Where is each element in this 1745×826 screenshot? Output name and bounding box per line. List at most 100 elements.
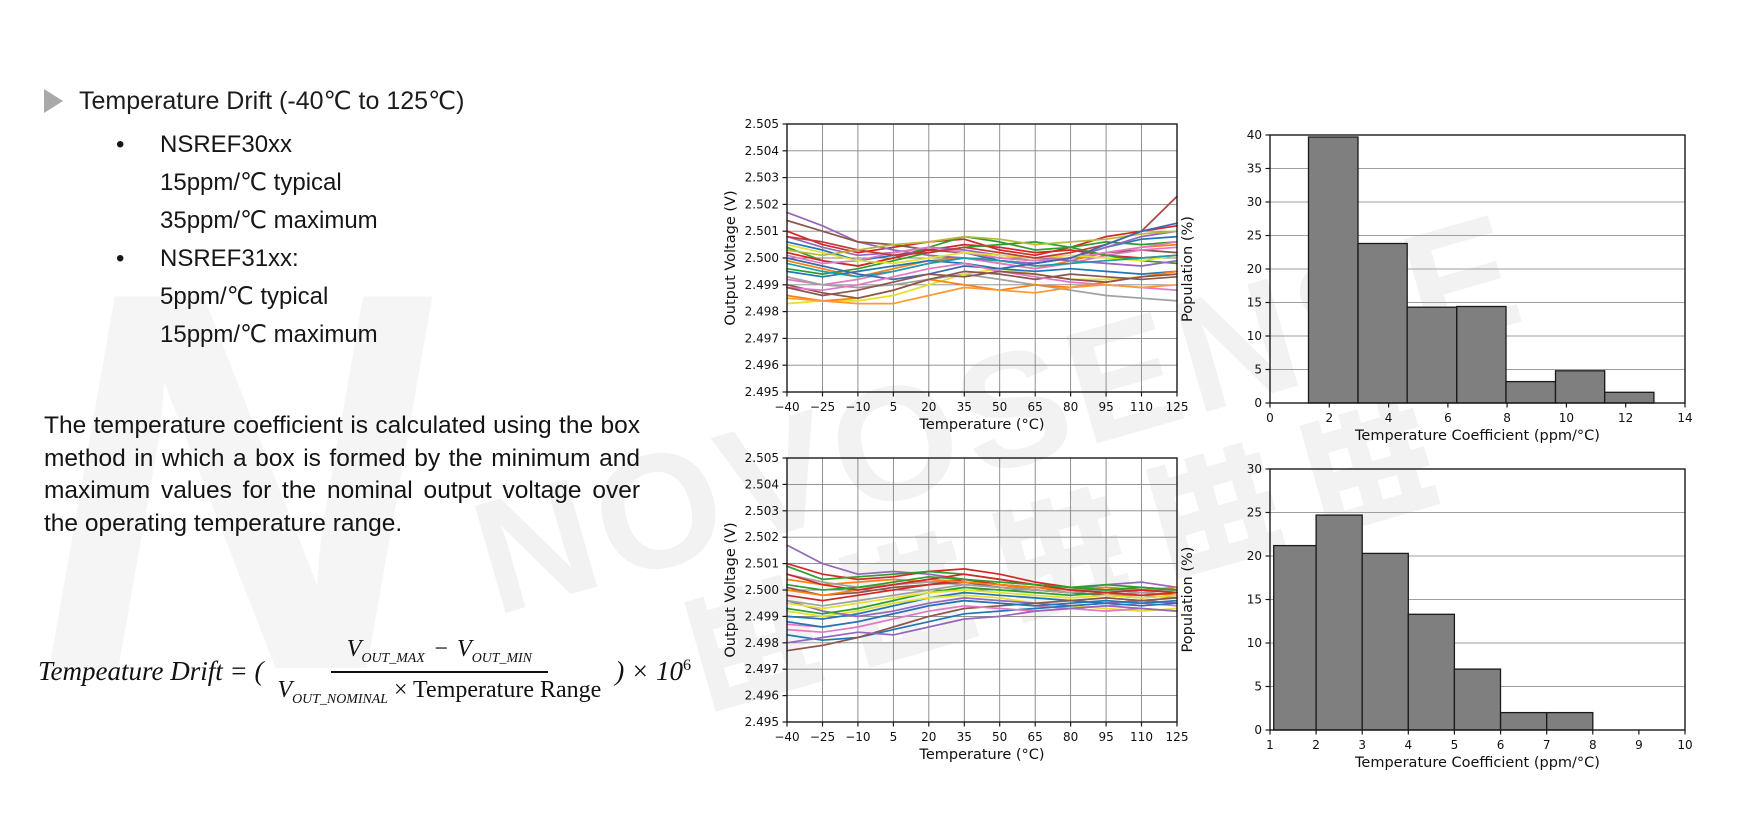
svg-text:110: 110 [1130,730,1153,744]
svg-text:80: 80 [1063,400,1078,414]
svg-text:25: 25 [1247,506,1262,520]
svg-text:2.498: 2.498 [745,636,779,650]
svg-text:2.502: 2.502 [745,197,779,211]
svg-text:5: 5 [890,400,898,414]
svg-text:Output Voltage (V): Output Voltage (V) [723,190,739,325]
svg-text:3: 3 [1358,738,1366,752]
svg-text:Temperature Coefficient (ppm/°: Temperature Coefficient (ppm/°C) [1354,428,1600,444]
svg-text:2.503: 2.503 [745,504,779,518]
svg-text:Temperature (°C): Temperature (°C) [918,417,1044,433]
svg-text:2.505: 2.505 [745,451,779,465]
svg-text:1: 1 [1266,738,1274,752]
svg-text:2.496: 2.496 [745,689,779,703]
svg-text:2.500: 2.500 [745,583,779,597]
svg-text:Population (%): Population (%) [1180,216,1196,322]
svg-text:Temperature (°C): Temperature (°C) [918,747,1044,763]
svg-text:30: 30 [1247,195,1262,209]
svg-text:0: 0 [1254,723,1262,737]
svg-text:−25: −25 [810,730,835,744]
svg-text:10: 10 [1247,329,1262,343]
bullet-list: • NSREF30xx 15ppm/℃ typical 35ppm/℃ maxi… [116,126,378,354]
svg-text:50: 50 [992,400,1007,414]
list-item: 35ppm/℃ maximum [116,202,378,240]
list-item: 5ppm/℃ typical [116,278,378,316]
svg-text:2.501: 2.501 [745,557,779,571]
svg-text:2.499: 2.499 [745,609,779,623]
svg-text:2.497: 2.497 [745,331,779,345]
svg-text:2.505: 2.505 [745,117,779,131]
box-method-paragraph: The temperature coefficient is calculate… [44,412,640,537]
svg-text:8: 8 [1503,411,1511,425]
svg-text:4: 4 [1404,738,1412,752]
svg-text:0: 0 [1254,396,1262,410]
tempco-histogram-nsref31xx: 1 2 3 4 5 6 7 8 9 10 0 5 10 15 20 25 30 Temperature Coeff… [1145,444,1735,779]
formula-denominator: VOUT_NOMINAL × Temperature Range [277,676,602,707]
formula-numerator: VOUT_MAX − VOUT_MIN [330,636,548,673]
svg-text:20: 20 [921,730,936,744]
list-item: • NSREF31xx: [116,240,378,278]
temperature-drift-formula: Tempeature Drift = ( VOUT_MAX − VOUT_MIN V… [38,636,691,708]
svg-text:2.504: 2.504 [745,144,779,158]
svg-text:−25: −25 [810,400,835,414]
bullet-line: 15ppm/℃ typical [160,169,342,196]
list-item: • NSREF30xx [116,126,378,164]
svg-text:15: 15 [1247,296,1262,310]
svg-text:20: 20 [1247,549,1262,563]
svg-text:20: 20 [1247,262,1262,276]
triangle-bullet-icon [44,89,63,113]
svg-text:2.503: 2.503 [745,171,779,185]
svg-text:2.497: 2.497 [745,662,779,676]
svg-text:25: 25 [1247,229,1262,243]
bullet-label: NSREF30xx [160,131,293,158]
svg-text:65: 65 [1028,400,1043,414]
list-item: 15ppm/℃ maximum [116,316,378,354]
formula-lhs: Tempeature Drift = ( [38,656,264,687]
svg-text:5: 5 [1254,680,1262,694]
svg-text:8: 8 [1589,738,1597,752]
svg-text:40: 40 [1247,128,1262,142]
svg-text:14: 14 [1677,411,1692,425]
bullet-line: 15ppm/℃ maximum [160,321,378,348]
svg-text:2.504: 2.504 [745,477,779,491]
svg-text:2.496: 2.496 [745,358,779,372]
svg-text:35: 35 [957,730,972,744]
svg-text:2: 2 [1312,738,1320,752]
svg-text:35: 35 [1247,162,1262,176]
svg-text:2.501: 2.501 [745,224,779,238]
bullet-line: 35ppm/℃ maximum [160,207,378,234]
svg-text:4: 4 [1385,411,1393,425]
svg-text:6: 6 [1444,411,1452,425]
svg-text:110: 110 [1130,400,1153,414]
tempco-histogram-nsref30xx: 0 2 4 6 8 10 12 14 0 5 10 15 20 25 30 35 40 Temperature C… [1145,110,1735,455]
section-title: Temperature Drift (-40℃ to 125℃) [79,87,465,115]
svg-text:Output Voltage (V): Output Voltage (V) [723,522,739,657]
svg-text:5: 5 [1451,738,1459,752]
svg-text:125: 125 [1166,400,1189,414]
svg-text:65: 65 [1028,730,1043,744]
svg-text:−10: −10 [845,730,870,744]
output-voltage-chart-nsref31xx: −40 −25 −10 5 20 35 50 65 80 95 110 125 2.495 2.496 2.… [693,446,1193,773]
formula-fraction: VOUT_MAX − VOUT_MIN VOUT_NOMINAL × Tempera… [267,636,611,708]
bullet-line: 5ppm/℃ typical [160,283,329,310]
svg-text:6: 6 [1497,738,1505,752]
svg-text:−40: −40 [774,730,799,744]
svg-text:−10: −10 [845,400,870,414]
svg-text:10: 10 [1677,738,1692,752]
bullet-icon: • [116,131,125,158]
svg-text:9: 9 [1635,738,1643,752]
formula-rhs: ) × 106 [615,656,692,687]
svg-text:95: 95 [1098,400,1113,414]
output-voltage-chart-nsref30xx: −40 −25 −10 5 20 35 50 65 80 95 110 125 2.495 2.496 2.… [693,112,1193,447]
svg-text:0: 0 [1266,411,1274,425]
svg-text:20: 20 [921,400,936,414]
svg-text:Temperature Coefficient (ppm/°: Temperature Coefficient (ppm/°C) [1354,755,1600,771]
svg-text:2.495: 2.495 [745,715,779,729]
svg-text:95: 95 [1098,730,1113,744]
svg-text:5: 5 [1254,363,1262,377]
svg-text:5: 5 [890,730,898,744]
svg-text:2.495: 2.495 [745,385,779,399]
svg-text:80: 80 [1063,730,1078,744]
bullet-icon: • [116,245,125,272]
